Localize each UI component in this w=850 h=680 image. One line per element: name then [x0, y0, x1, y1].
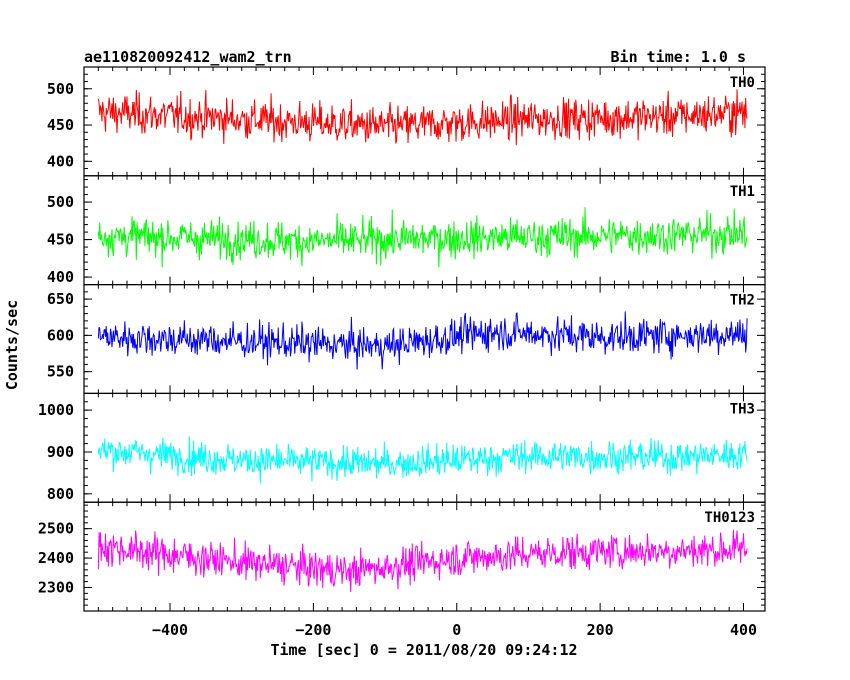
y-tick-label: 650: [47, 290, 74, 308]
series-th2: [97, 311, 748, 370]
y-tick-label: 400: [47, 268, 74, 286]
y-tick-label: 550: [47, 363, 74, 381]
y-tick-label: 500: [47, 80, 74, 98]
chart-title: ae110820092412_wam2_trn: [84, 48, 292, 66]
x-axis-title: Time [sec] 0 = 2011/08/20 09:24:12: [270, 641, 577, 659]
panel-label-th1: TH1: [730, 184, 755, 200]
bin-time-label: Bin time: 1.0 s: [611, 48, 746, 66]
y-tick-label: 2400: [38, 549, 74, 567]
panels-group: 400 450 500 TH0 400 450 500 TH1 550 600 650 TH2 800 9…: [38, 66, 766, 639]
y-tick-label: 450: [47, 231, 74, 249]
series-th0: [97, 89, 748, 146]
series-th0123: [97, 529, 748, 592]
x-tick-label: −200: [295, 621, 331, 639]
y-tick-label: 500: [47, 193, 74, 211]
y-tick-label: 2300: [38, 578, 74, 596]
y-axis-title: Counts/sec: [3, 300, 21, 390]
panel-label-th3: TH3: [730, 401, 755, 417]
series-th1: [97, 207, 748, 268]
x-tick-label: 200: [587, 621, 614, 639]
y-tick-label: 800: [47, 485, 74, 503]
y-tick-label: 1000: [38, 401, 74, 419]
y-tick-label: 400: [47, 152, 74, 170]
x-tick-label: 0: [452, 621, 461, 639]
panel-label-th0123: TH0123: [704, 510, 755, 526]
panel-label-th2: TH2: [730, 293, 755, 309]
x-tick-label: −400: [152, 621, 188, 639]
series-th3: [97, 436, 748, 484]
panel-label-th0: TH0: [730, 75, 755, 91]
panel-frame-th0123: [83, 501, 766, 612]
x-tick-label: 400: [730, 621, 757, 639]
y-tick-label: 450: [47, 116, 74, 134]
panel-frame-th2: [83, 284, 766, 395]
y-tick-label: 2500: [38, 520, 74, 538]
panel-frame-th3: [83, 392, 766, 503]
y-tick-label: 900: [47, 443, 74, 461]
y-tick-label: 600: [47, 326, 74, 344]
